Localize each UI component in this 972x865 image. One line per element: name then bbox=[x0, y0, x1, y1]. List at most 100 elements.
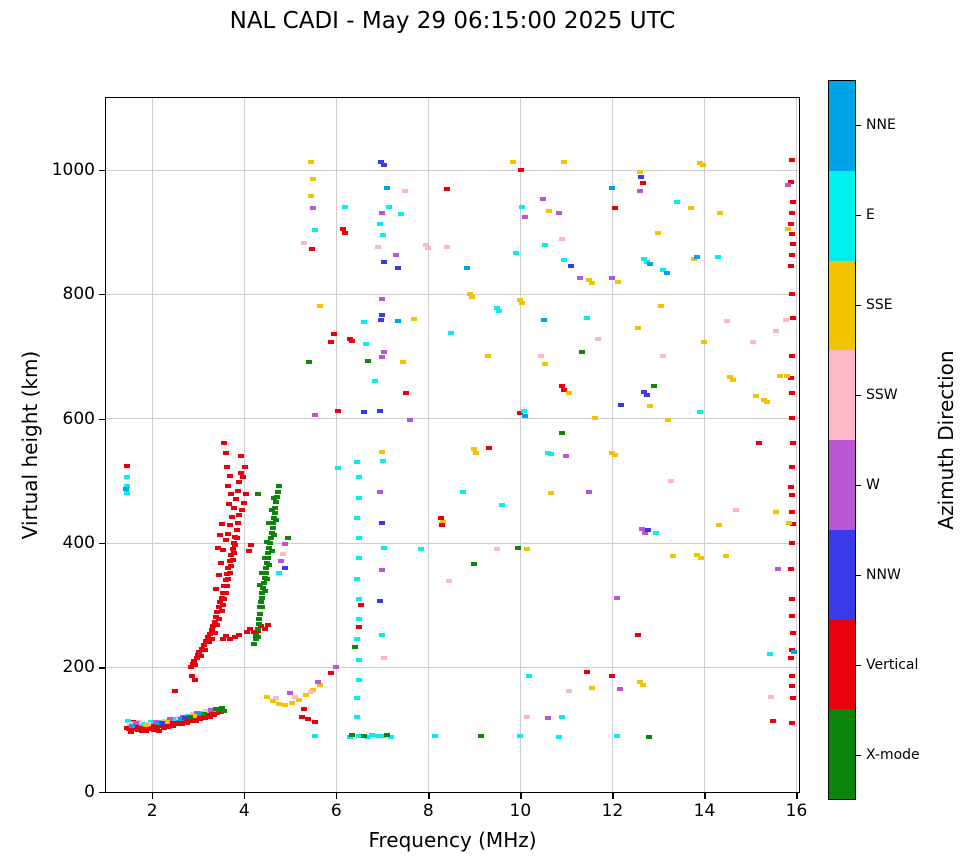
data-point bbox=[262, 570, 269, 575]
data-point bbox=[316, 304, 323, 309]
data-point bbox=[265, 550, 272, 555]
colorbar-segment-ssw bbox=[829, 350, 855, 440]
data-point bbox=[652, 531, 659, 536]
data-point bbox=[524, 546, 531, 551]
data-point bbox=[494, 305, 501, 310]
x-tick-label: 12 bbox=[601, 801, 624, 821]
data-point bbox=[212, 706, 219, 711]
data-point bbox=[214, 622, 221, 627]
data-point bbox=[377, 318, 384, 323]
data-point bbox=[406, 417, 413, 422]
data-point bbox=[260, 580, 267, 585]
data-point bbox=[715, 254, 722, 259]
data-point bbox=[230, 505, 237, 510]
data-point bbox=[788, 416, 795, 421]
data-point bbox=[253, 632, 260, 637]
data-point bbox=[777, 374, 784, 379]
data-point bbox=[614, 279, 621, 284]
data-point bbox=[749, 340, 756, 345]
data-point bbox=[609, 275, 616, 280]
data-point bbox=[790, 649, 797, 654]
data-point bbox=[521, 413, 528, 418]
data-point bbox=[273, 518, 280, 523]
data-point bbox=[641, 390, 648, 395]
x-tick bbox=[520, 793, 522, 799]
colorbar-tick-label: SSW bbox=[866, 387, 898, 403]
colorbar-tick bbox=[856, 575, 861, 577]
data-point bbox=[767, 695, 774, 700]
data-point bbox=[167, 721, 174, 726]
x-axis-label: Frequency (MHz) bbox=[368, 828, 537, 852]
data-point bbox=[123, 483, 130, 488]
data-point bbox=[206, 714, 213, 719]
data-point bbox=[494, 546, 501, 551]
data-point bbox=[211, 620, 218, 625]
data-point bbox=[788, 721, 795, 726]
data-point bbox=[379, 313, 386, 318]
data-point bbox=[650, 384, 657, 388]
data-point bbox=[176, 719, 183, 724]
data-point bbox=[219, 602, 226, 607]
data-point bbox=[271, 510, 278, 515]
data-point bbox=[448, 330, 455, 335]
y-tick bbox=[99, 542, 105, 545]
data-point bbox=[558, 237, 565, 242]
data-point bbox=[226, 502, 233, 507]
data-point bbox=[577, 275, 583, 280]
data-point bbox=[210, 624, 217, 629]
data-point bbox=[471, 447, 478, 452]
data-point bbox=[356, 733, 363, 738]
data-point bbox=[541, 318, 548, 323]
data-point bbox=[227, 473, 234, 478]
data-point bbox=[638, 175, 645, 179]
data-point bbox=[346, 336, 353, 341]
data-point bbox=[379, 520, 386, 525]
data-point bbox=[151, 728, 158, 733]
colorbar-tick-label: Vertical bbox=[866, 657, 919, 673]
data-point bbox=[268, 530, 275, 535]
data-point bbox=[669, 554, 676, 559]
x-tick-label: 4 bbox=[238, 801, 250, 821]
data-point bbox=[262, 626, 269, 631]
data-point bbox=[218, 609, 225, 614]
data-point bbox=[583, 670, 590, 675]
data-point bbox=[261, 555, 268, 560]
data-point bbox=[298, 714, 305, 719]
data-point bbox=[255, 621, 262, 626]
data-point bbox=[788, 232, 795, 237]
data-point bbox=[158, 723, 165, 728]
data-point bbox=[510, 160, 517, 165]
data-point bbox=[282, 565, 289, 570]
data-point bbox=[697, 555, 704, 560]
data-point bbox=[264, 695, 271, 700]
data-point bbox=[618, 402, 625, 407]
data-point bbox=[381, 545, 388, 550]
data-point bbox=[188, 719, 195, 724]
colorbar-segment-e bbox=[829, 170, 855, 261]
data-point bbox=[189, 673, 196, 678]
data-point bbox=[402, 189, 409, 194]
data-point bbox=[196, 649, 203, 654]
data-point bbox=[177, 716, 184, 721]
data-point bbox=[418, 546, 425, 551]
data-point bbox=[517, 733, 524, 738]
data-point bbox=[783, 318, 790, 323]
data-point bbox=[524, 714, 531, 719]
x-tick-label: 10 bbox=[509, 801, 532, 821]
data-point bbox=[264, 539, 271, 544]
data-point bbox=[788, 509, 795, 514]
data-point bbox=[388, 734, 395, 739]
data-point bbox=[788, 253, 795, 258]
data-point bbox=[788, 291, 795, 296]
data-point bbox=[165, 724, 172, 729]
data-point bbox=[353, 696, 360, 701]
data-point bbox=[422, 243, 429, 248]
x-tick-label: 14 bbox=[693, 801, 716, 821]
data-point bbox=[207, 708, 214, 713]
data-point bbox=[232, 543, 239, 548]
data-point bbox=[266, 563, 273, 568]
data-point bbox=[542, 243, 549, 248]
data-point bbox=[772, 329, 779, 334]
data-point bbox=[333, 665, 340, 670]
data-point bbox=[142, 723, 149, 728]
